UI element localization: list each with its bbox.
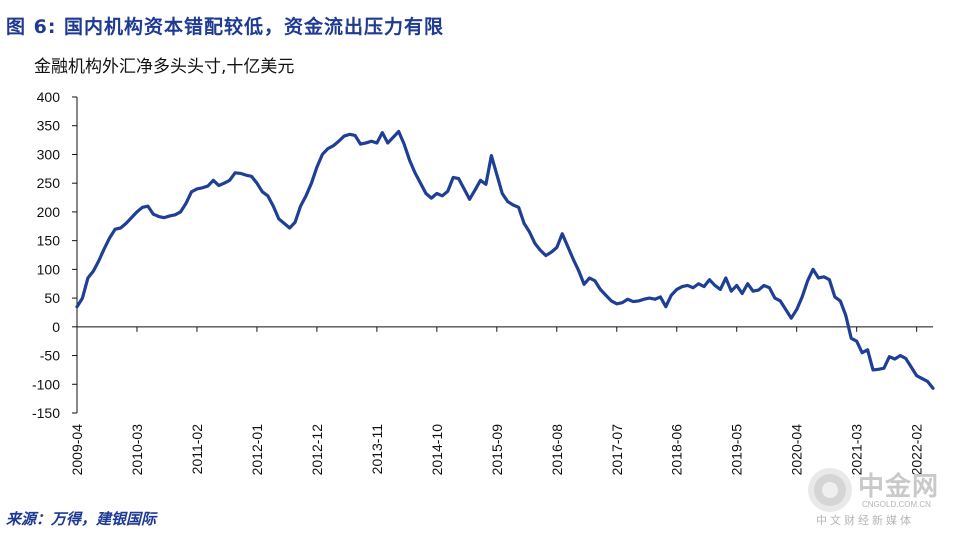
x-tick-label: 2009-04 [69, 424, 85, 476]
x-tick-label: 2016-08 [549, 424, 565, 476]
source-note: 来源：万得，建银国际 [6, 510, 157, 528]
x-tick-label: 2012-12 [309, 424, 325, 476]
y-tick-label: 0 [52, 319, 60, 335]
x-tick-label: 2020-04 [789, 424, 805, 476]
coin-logo-icon [808, 468, 852, 512]
y-tick-label: 400 [37, 89, 61, 105]
y-tick-label: 350 [37, 118, 61, 134]
y-tick-label: 250 [37, 175, 61, 191]
watermark: 中金网 CNGOLD.COM.CN 中文财经新媒体 [806, 464, 956, 534]
y-tick-label: 200 [37, 204, 61, 220]
series-layer [75, 129, 935, 390]
series-line [75, 129, 935, 390]
y-unit-label: 金融机构外汇净多头头寸,十亿美元 [34, 57, 295, 77]
x-tick-label: 2010-03 [129, 424, 145, 476]
x-tick-label: 2022-02 [909, 424, 925, 476]
y-tick-label: 300 [37, 146, 61, 162]
figure-title: 图 6: 国内机构资本错配较低，资金流出压力有限 [6, 16, 445, 38]
y-tick-label: 50 [44, 290, 60, 306]
y-tick-label: 100 [37, 261, 61, 277]
x-tick-label: 2011-02 [189, 424, 205, 475]
x-tick-label: 2012-01 [249, 424, 265, 476]
x-tick-label: 2014-10 [429, 424, 445, 476]
x-tick-label: 2013-11 [369, 424, 385, 475]
x-tick-label: 2021-03 [849, 424, 865, 476]
chart-axes: 400 350 300 250 200 150 100 50 0 -50 -100 -150 2009-… [32, 89, 933, 475]
y-tick-label: -100 [32, 376, 60, 392]
x-tick-label: 2015-09 [489, 424, 505, 476]
y-tick-label: -150 [32, 405, 60, 421]
x-tick-label: 2019-05 [729, 424, 745, 476]
y-tick-label: 150 [37, 233, 61, 249]
watermark-tagline: 中文财经新媒体 [816, 514, 914, 527]
x-tick-label: 2017-07 [609, 424, 625, 476]
x-tick-label: 2018-06 [669, 424, 685, 476]
y-tick-label: -50 [40, 348, 60, 364]
watermark-brand: 中金网 [858, 472, 940, 502]
watermark-site: CNGOLD.COM.CN [862, 500, 931, 509]
